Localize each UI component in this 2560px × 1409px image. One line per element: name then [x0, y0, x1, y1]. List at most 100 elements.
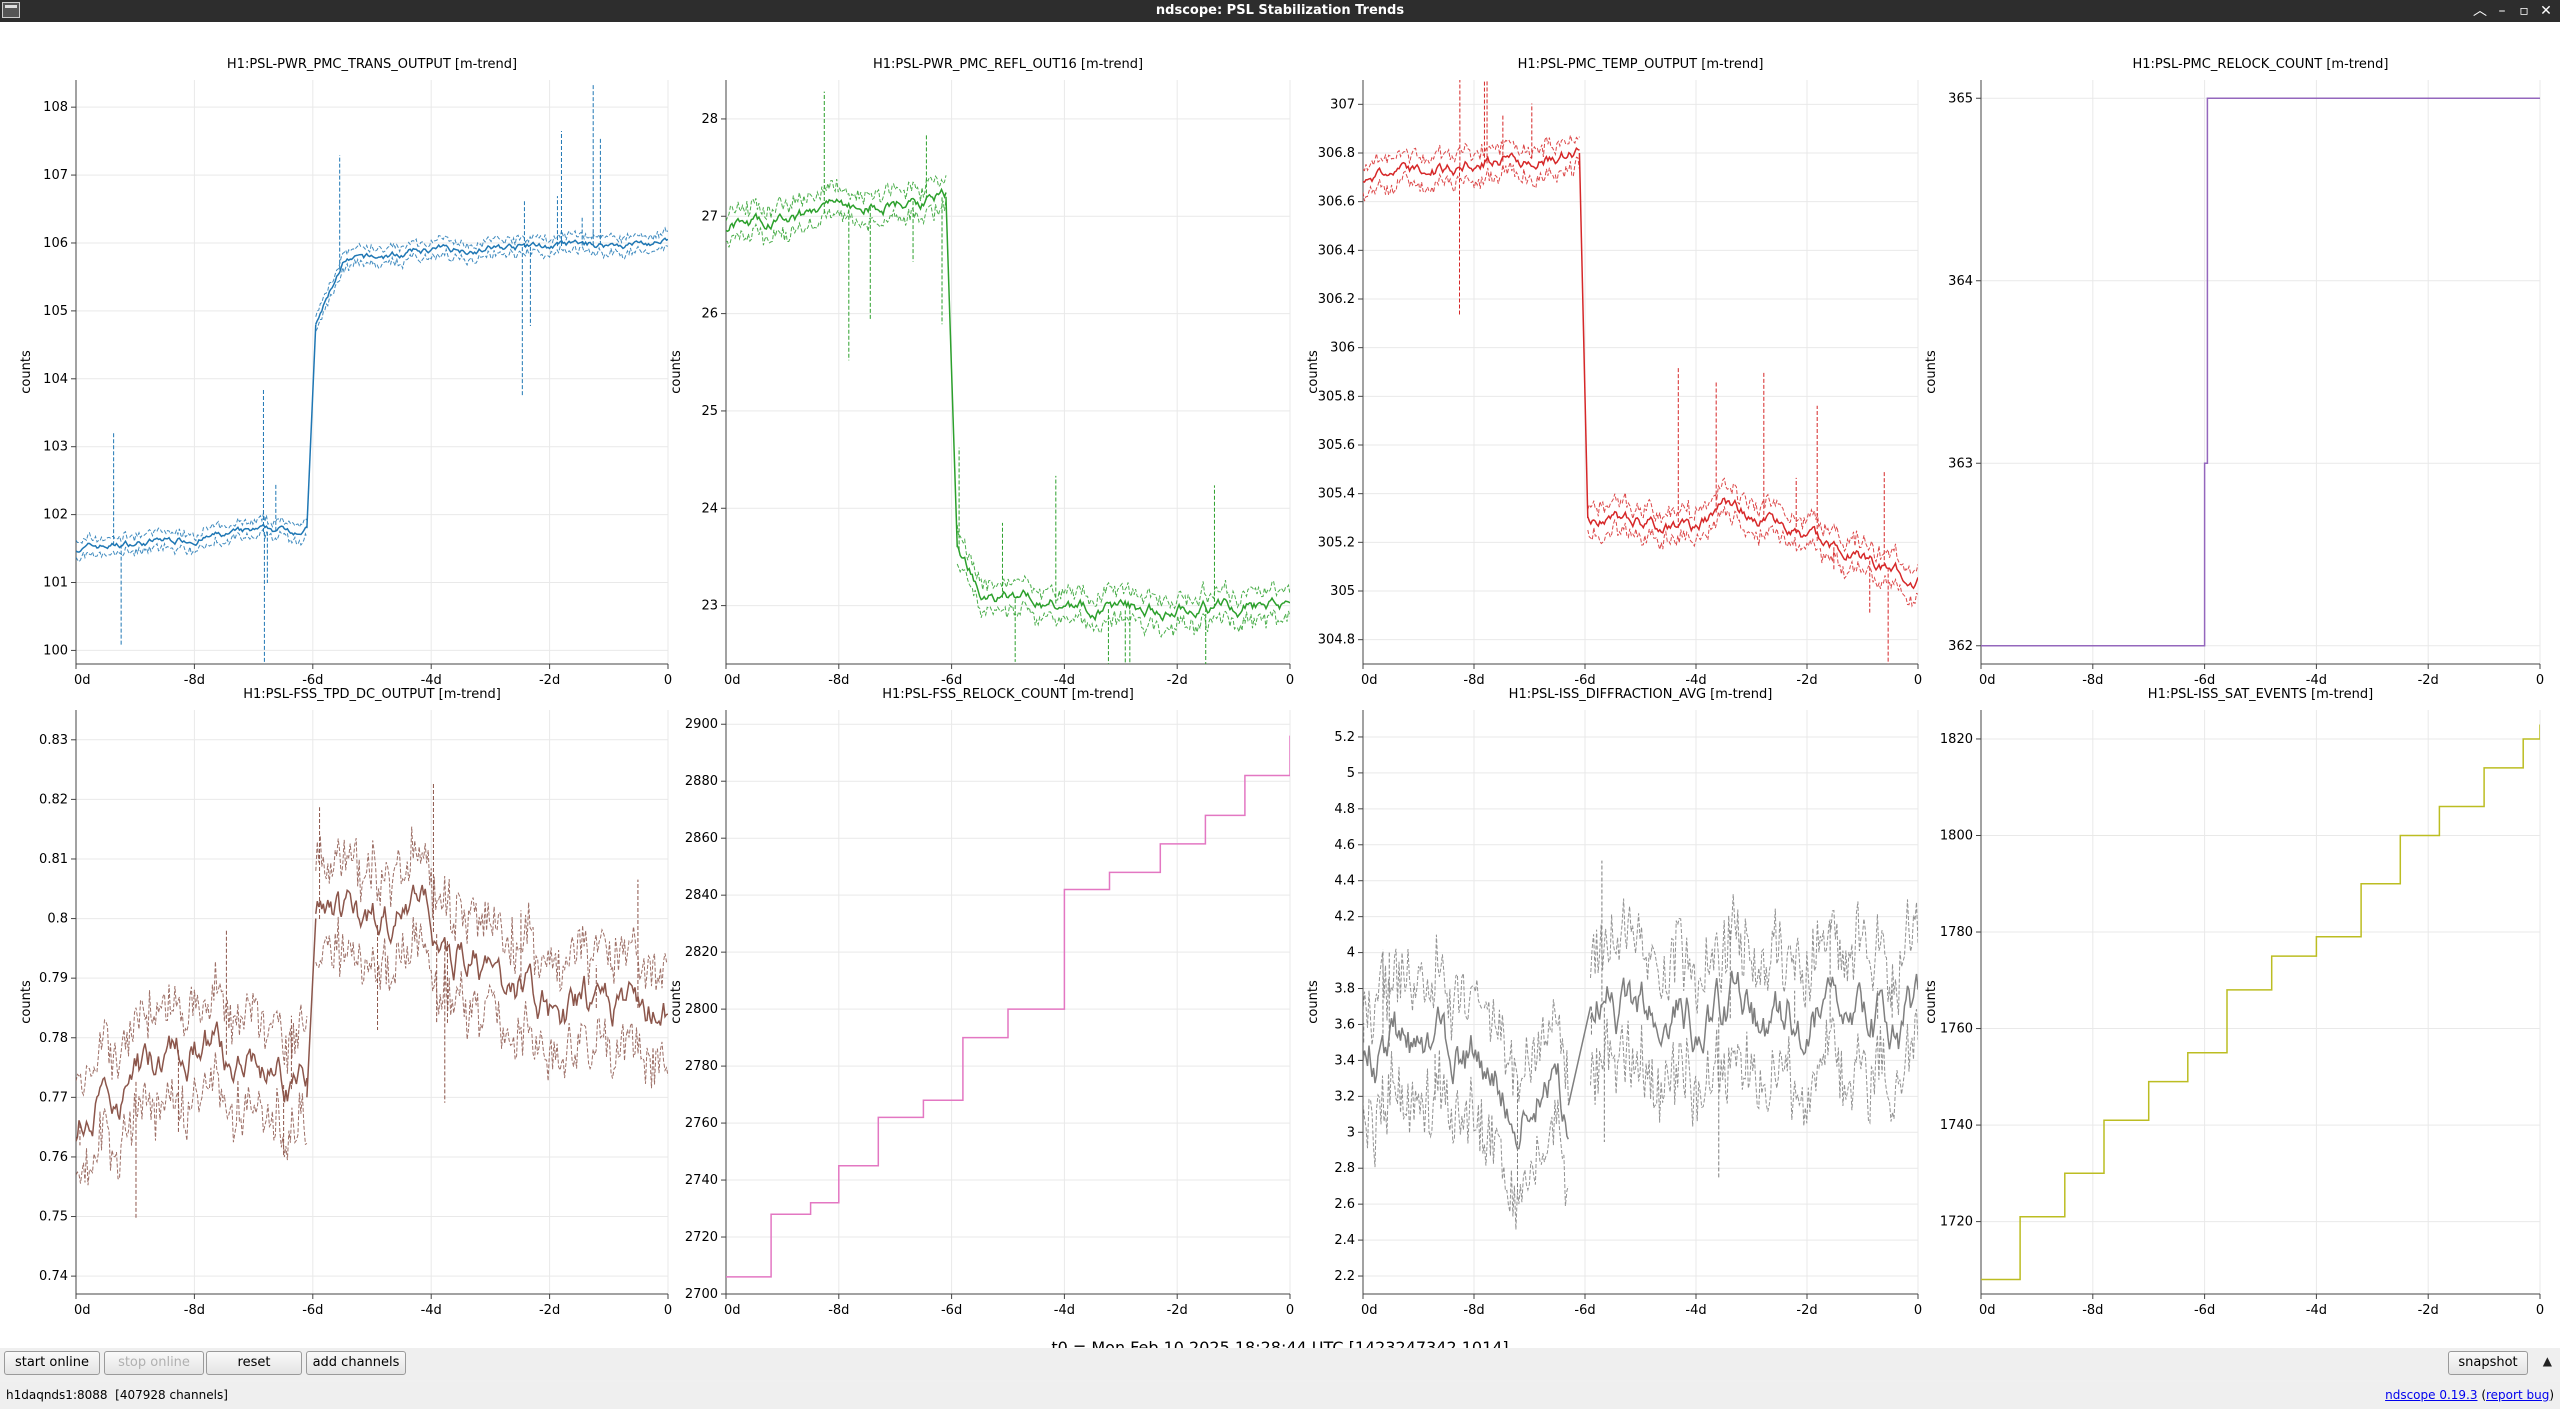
x-tick-label: -2d — [2418, 1303, 2439, 1318]
y-tick-label: 0.74 — [39, 1269, 68, 1284]
collapse-triangle-icon[interactable]: ▲ — [2542, 1354, 2552, 1368]
chart-title: H1:PSL-PMC_TEMP_OUTPUT [m-trend] — [1518, 57, 1764, 72]
chart-title: H1:PSL-PWR_PMC_TRANS_OUTPUT [m-trend] — [227, 57, 517, 72]
x-tick-label: 0d — [1361, 673, 1378, 688]
y-tick-label: 305.8 — [1318, 389, 1355, 404]
y-axis-label: counts — [669, 980, 684, 1024]
y-axis-label: counts — [1306, 980, 1321, 1024]
chart-panel-5[interactable]: H1:PSL-FSS_TPD_DC_OUTPUT [m-trend] 0.74 0.… — [19, 687, 672, 1318]
series-min-line — [315, 244, 668, 332]
chart-title: H1:PSL-ISS_SAT_EVENTS [m-trend] — [2148, 687, 2373, 702]
y-tick-label: 306.2 — [1318, 292, 1355, 307]
series-mean-line — [76, 1021, 308, 1142]
x-tick-label: -2d — [539, 673, 560, 688]
y-tick-label: 24 — [701, 501, 718, 516]
y-tick-label: 4 — [1347, 946, 1355, 961]
series-line — [1981, 97, 2540, 647]
reset-button[interactable]: reset — [206, 1351, 302, 1375]
y-tick-label: 2780 — [685, 1059, 718, 1074]
window-titlebar: ndscope: PSL Stabilization Trends ︿ – ▫ … — [0, 0, 2560, 22]
y-tick-label: 3.8 — [1334, 982, 1355, 997]
series-max-line — [726, 175, 947, 222]
status-bar: h1daqnds1:8088 [407928 channels] ndscope… — [0, 1382, 2560, 1409]
plot-grid[interactable]: H1:PSL-PWR_PMC_TRANS_OUTPUT [m-trend] 100… — [0, 22, 2560, 1348]
x-tick-label: 0 — [2536, 673, 2544, 688]
series-mean-line — [76, 523, 308, 553]
y-tick-label: 4.8 — [1334, 802, 1355, 817]
y-tick-label: 108 — [43, 100, 68, 115]
y-tick-label: 2840 — [685, 888, 718, 903]
chart-panel-8[interactable]: H1:PSL-ISS_SAT_EVENTS [m-trend] 1720 1740 1… — [1924, 687, 2544, 1318]
series-mean-line — [315, 884, 668, 1027]
y-tick-label: 23 — [701, 599, 718, 614]
series-mean-line — [1363, 1006, 1569, 1150]
y-tick-label: 3.4 — [1334, 1053, 1355, 1068]
x-tick-label: 0 — [1914, 673, 1922, 688]
x-tick-label: -2d — [1167, 673, 1188, 688]
x-tick-label: -8d — [828, 673, 849, 688]
series-mean-line — [1587, 497, 1918, 590]
series-transition — [306, 324, 317, 529]
x-tick-label: 0d — [1979, 673, 1996, 688]
y-tick-label: 364 — [1948, 274, 1973, 289]
plot-area: H1:PSL-PWR_PMC_TRANS_OUTPUT [m-trend] 100… — [0, 22, 2560, 1357]
chart-panel-4[interactable]: H1:PSL-PMC_RELOCK_COUNT [m-trend] 362 363 3… — [1924, 57, 2544, 688]
y-tick-label: 102 — [43, 508, 68, 523]
y-tick-label: 2760 — [685, 1116, 718, 1131]
report-bug-link[interactable]: report bug — [2486, 1388, 2550, 1402]
series-mean-line — [1589, 970, 1918, 1056]
x-tick-label: 0d — [74, 673, 91, 688]
y-tick-label: 1800 — [1940, 828, 1973, 843]
y-tick-label: 106 — [43, 236, 68, 251]
series-max-line — [1590, 894, 1918, 1015]
y-tick-label: 363 — [1948, 456, 1973, 471]
x-tick-label: -4d — [1054, 673, 1075, 688]
y-tick-label: 2800 — [685, 1002, 718, 1017]
chart-title: H1:PSL-PWR_PMC_REFL_OUT16 [m-trend] — [873, 57, 1143, 72]
chart-panel-1[interactable]: H1:PSL-PWR_PMC_TRANS_OUTPUT [m-trend] 100… — [19, 57, 672, 688]
y-axis-label: counts — [19, 980, 34, 1024]
x-tick-label: 0 — [664, 1303, 672, 1318]
series-transition — [306, 918, 317, 1098]
snapshot-button[interactable]: snapshot — [2448, 1351, 2528, 1375]
y-tick-label: 0.79 — [39, 971, 68, 986]
y-tick-label: 1760 — [1940, 1022, 1973, 1037]
y-tick-label: 26 — [701, 307, 718, 322]
y-tick-label: 28 — [701, 112, 718, 127]
chart-panel-7[interactable]: H1:PSL-ISS_DIFFRACTION_AVG [m-trend] 2.2 2… — [1306, 687, 1922, 1318]
minimize-icon[interactable]: – — [2498, 3, 2506, 19]
y-tick-label: 1720 — [1940, 1215, 1973, 1230]
series-transition — [1567, 1006, 1592, 1106]
y-tick-label: 3.6 — [1334, 1017, 1355, 1032]
y-tick-label: 25 — [701, 404, 718, 419]
y-tick-label: 2880 — [685, 774, 718, 789]
x-tick-label: 0 — [1914, 1303, 1922, 1318]
chart-title: H1:PSL-ISS_DIFFRACTION_AVG [m-trend] — [1509, 687, 1773, 702]
chart-title: H1:PSL-PMC_RELOCK_COUNT [m-trend] — [2133, 57, 2389, 72]
start-online-button[interactable]: start online — [4, 1351, 100, 1375]
series-min-line — [76, 1052, 308, 1186]
stop-online-button[interactable]: stop online — [104, 1351, 204, 1375]
y-tick-label: 2900 — [685, 717, 718, 732]
chart-panel-2[interactable]: H1:PSL-PWR_PMC_REFL_OUT16 [m-trend] 23 24 2… — [669, 57, 1294, 745]
chart-panel-6[interactable]: H1:PSL-FSS_RELOCK_COUNT [m-trend] 2700 272… — [669, 687, 1294, 1318]
version-link[interactable]: ndscope 0.19.3 — [2385, 1388, 2478, 1402]
add-channels-button[interactable]: add channels — [306, 1351, 406, 1375]
chart-panel-3[interactable]: H1:PSL-PMC_TEMP_OUTPUT [m-trend] 304.8 305… — [1306, 22, 1922, 703]
x-tick-label: -6d — [2194, 673, 2215, 688]
y-tick-label: 2.2 — [1334, 1269, 1355, 1284]
y-tick-label: 2700 — [685, 1287, 718, 1302]
series-max-line — [315, 226, 668, 317]
y-tick-label: 305 — [1330, 584, 1355, 599]
y-tick-label: 2.4 — [1334, 1233, 1355, 1248]
x-tick-label: -2d — [2418, 673, 2439, 688]
series-mean-line — [956, 544, 1290, 622]
x-tick-label: -6d — [302, 673, 323, 688]
x-tick-label: -4d — [421, 673, 442, 688]
series-max-line — [315, 826, 668, 993]
keep-above-icon[interactable]: ︿ — [2473, 3, 2487, 19]
maximize-icon[interactable]: ▫ — [2519, 3, 2529, 19]
close-icon[interactable]: ✕ — [2540, 3, 2552, 19]
y-tick-label: 107 — [43, 168, 68, 183]
y-tick-label: 0.81 — [39, 852, 68, 867]
